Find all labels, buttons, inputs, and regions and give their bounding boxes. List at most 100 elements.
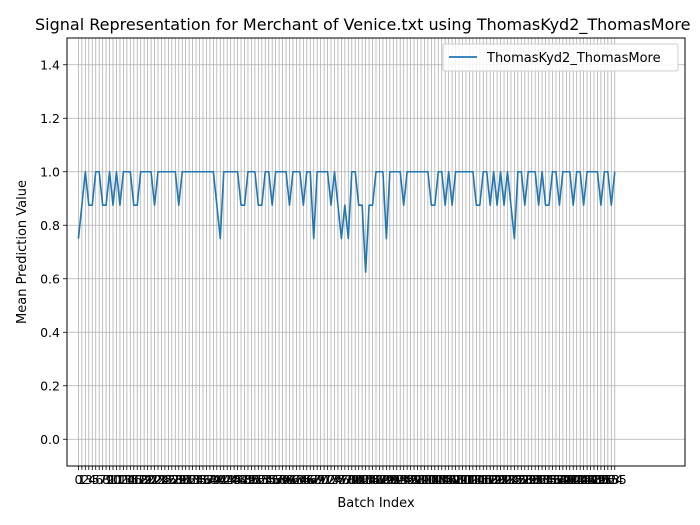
data-point xyxy=(486,171,487,172)
data-point xyxy=(213,171,214,172)
data-point xyxy=(365,271,366,272)
data-point xyxy=(424,171,425,172)
data-point xyxy=(102,205,103,206)
data-point xyxy=(292,171,293,172)
x-tick-label: 36 xyxy=(195,472,211,487)
x-tick-label: 103 xyxy=(423,472,447,487)
data-point xyxy=(272,205,273,206)
x-tick-label: 45 xyxy=(226,472,242,487)
x-tick-label: 98 xyxy=(410,472,426,487)
x-tick-label: 72 xyxy=(320,472,336,487)
x-tick-label: 111 xyxy=(451,472,475,487)
data-point xyxy=(206,171,207,172)
data-point xyxy=(562,171,563,172)
x-tick-label: 18 xyxy=(133,472,149,487)
data-point xyxy=(199,171,200,172)
data-point xyxy=(355,171,356,172)
data-point xyxy=(569,171,570,172)
x-tick-label: 102 xyxy=(419,472,443,487)
data-point xyxy=(541,171,542,172)
x-tick-label: 70 xyxy=(313,472,329,487)
data-point xyxy=(497,205,498,206)
x-tick-label: 99 xyxy=(413,472,429,487)
x-tick-label: 124 xyxy=(496,472,520,487)
data-point xyxy=(448,171,449,172)
data-point xyxy=(289,205,290,206)
data-point xyxy=(552,171,553,172)
x-tick-label: 7 xyxy=(99,472,107,487)
data-point xyxy=(500,171,501,172)
x-tick-label: 61 xyxy=(282,472,298,487)
data-point xyxy=(441,171,442,172)
data-point xyxy=(493,171,494,172)
data-point xyxy=(230,171,231,172)
x-tick-label: 104 xyxy=(426,472,450,487)
x-tick-label: 14 xyxy=(119,472,135,487)
data-point xyxy=(285,171,286,172)
x-tick-label: 19 xyxy=(136,472,152,487)
x-tick-label: 67 xyxy=(302,472,318,487)
data-point xyxy=(344,205,345,206)
x-tick-label: 5 xyxy=(92,472,100,487)
x-tick-label: 117 xyxy=(471,472,495,487)
x-tick-label: 125 xyxy=(499,472,523,487)
x-tick-label: 57 xyxy=(268,472,284,487)
x-tick-label: 118 xyxy=(475,472,499,487)
x-tick-label: 12 xyxy=(112,472,128,487)
x-tick-label: 113 xyxy=(457,472,481,487)
x-tick-label: 101 xyxy=(416,472,440,487)
data-point xyxy=(144,171,145,172)
x-tick-label: 116 xyxy=(468,472,492,487)
x-tick-label: 123 xyxy=(492,472,516,487)
data-point xyxy=(99,171,100,172)
data-point xyxy=(573,205,574,206)
legend-label: ThomasKyd2_ThomasMore xyxy=(486,51,661,66)
data-point xyxy=(410,171,411,172)
x-tick-label: 89 xyxy=(378,472,394,487)
x-tick-label: 25 xyxy=(157,472,173,487)
x-tick-label: 71 xyxy=(316,472,332,487)
data-point xyxy=(334,171,335,172)
data-point xyxy=(462,171,463,172)
x-tick-label: 75 xyxy=(330,472,346,487)
series-line xyxy=(77,170,616,273)
x-tick-label: 55 xyxy=(261,472,277,487)
data-point xyxy=(320,171,321,172)
data-point xyxy=(282,171,283,172)
data-point xyxy=(521,171,522,172)
data-point xyxy=(310,171,311,172)
data-point xyxy=(254,171,255,172)
data-point xyxy=(393,171,394,172)
x-tick-label: 127 xyxy=(506,472,530,487)
data-point xyxy=(95,171,96,172)
x-tick-label: 120 xyxy=(482,472,506,487)
x-tick-label: 135 xyxy=(534,472,558,487)
x-tick-label: 143 xyxy=(561,472,585,487)
data-point xyxy=(178,205,179,206)
x-tick-label: 32 xyxy=(181,472,197,487)
x-tick-label: 26 xyxy=(160,472,176,487)
data-point xyxy=(479,205,480,206)
data-point xyxy=(323,171,324,172)
x-tick-label: 151 xyxy=(589,472,613,487)
data-point xyxy=(348,238,349,239)
data-point xyxy=(147,171,148,172)
x-tick-label: 47 xyxy=(233,472,249,487)
x-tick-label: 4 xyxy=(88,472,96,487)
x-tick-label: 41 xyxy=(212,472,228,487)
x-tick-label: 140 xyxy=(551,472,575,487)
data-point xyxy=(458,171,459,172)
data-point xyxy=(306,171,307,172)
data-point xyxy=(112,205,113,206)
x-tick-label: 69 xyxy=(309,472,325,487)
x-tick-label: 34 xyxy=(188,472,204,487)
x-tick-label: 64 xyxy=(292,472,308,487)
x-tick-label: 91 xyxy=(385,472,401,487)
data-point xyxy=(583,205,584,206)
x-tick-label: 2 xyxy=(81,472,89,487)
data-point xyxy=(586,171,587,172)
data-point xyxy=(614,171,615,172)
y-tick-label: 0.8 xyxy=(40,218,60,233)
